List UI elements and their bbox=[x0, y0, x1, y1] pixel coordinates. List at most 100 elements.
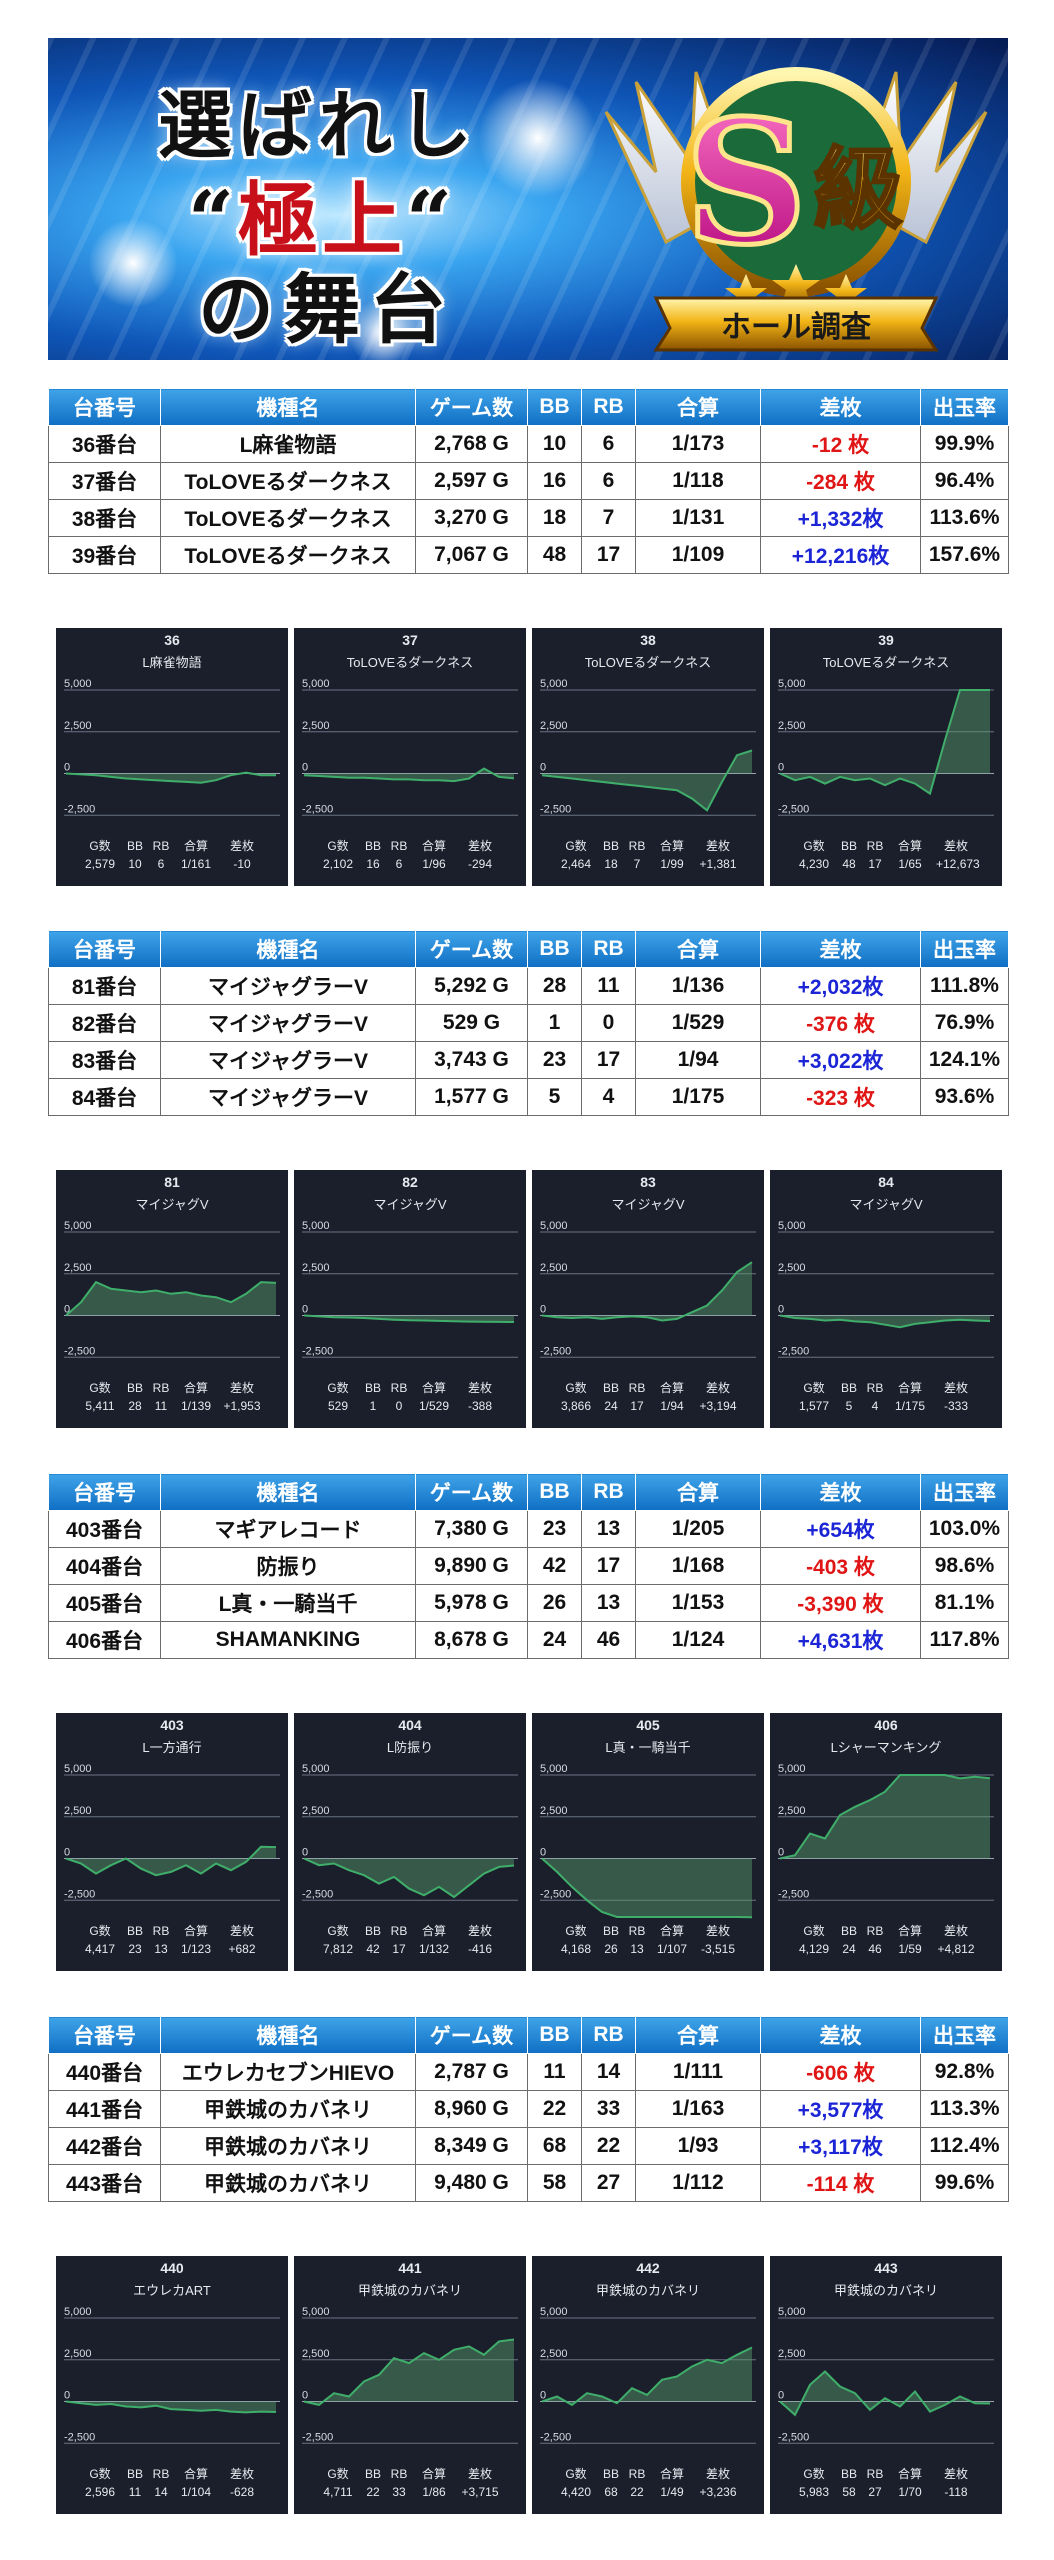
col-header-bb: BB bbox=[527, 1473, 582, 1511]
slump-chart-panel: 39 ToLOVEるダークネス 5,000 2,500 0 -2,500 G数 BB RB 合算 差… bbox=[770, 628, 1002, 886]
chart-machine-number: 84 bbox=[878, 1174, 894, 1190]
col-header-games: ゲーム数 bbox=[415, 1473, 528, 1511]
stat-header: BB bbox=[126, 1924, 143, 1938]
chart-stats: G数 BB RB 合算 差枚 4,711 22 33 1/86 +3,715 bbox=[294, 2465, 526, 2501]
y-tick-label: 0 bbox=[302, 1847, 308, 1859]
slump-chart-panel: 405 L真・一騎当千 5,000 2,500 0 -2,500 G数 BB RB 合算 差枚 4,1… bbox=[532, 1713, 764, 1971]
slump-line bbox=[65, 1280, 277, 1317]
chart-machine-name: L麻雀物語 bbox=[142, 655, 202, 670]
y-tick-label: 0 bbox=[778, 1847, 784, 1859]
y-tick-label: 2,500 bbox=[64, 1262, 92, 1274]
rb-cell: 6 bbox=[581, 462, 636, 500]
gassan-cell: 1/163 bbox=[635, 2090, 761, 2128]
stat-header: 差枚 bbox=[467, 1924, 492, 1938]
slump-area bbox=[542, 750, 752, 811]
sparkle bbox=[88, 218, 178, 308]
stat-header: 差枚 bbox=[467, 1381, 492, 1395]
samai-cell: -606 枚 bbox=[760, 2053, 921, 2091]
rate-cell: 157.6% bbox=[920, 536, 1009, 574]
slump-line bbox=[779, 1314, 991, 1329]
gassan-cell: 1/111 bbox=[635, 2053, 761, 2091]
stat-header: 差枚 bbox=[705, 1381, 730, 1395]
gassan-cell: 1/93 bbox=[635, 2127, 761, 2165]
slump-chart-panel: 36 L麻雀物語 5,000 2,500 0 -2,500 G数 BB RB 合算 差枚 2,579 1… bbox=[56, 628, 288, 886]
stat-header: G数 bbox=[89, 1924, 111, 1938]
stat-value: 2,464 bbox=[560, 857, 592, 871]
gassan-cell: 1/175 bbox=[635, 1078, 761, 1116]
stat-header: RB bbox=[152, 1924, 170, 1938]
stat-value: 1/96 bbox=[422, 857, 446, 871]
rate-cell: 93.6% bbox=[920, 1078, 1009, 1116]
stat-value: 4,168 bbox=[560, 1942, 592, 1956]
slump-chart-panel: 81 マイジャグV 5,000 2,500 0 -2,500 G数 BB RB 合算 差枚 5,411… bbox=[56, 1170, 288, 1428]
slump-chart-panel: 406 Lシャーマンキング 5,000 2,500 0 -2,500 G数 BB RB 合算 差枚 4… bbox=[770, 1713, 1002, 1971]
machine-name-cell: マイジャグラーV bbox=[160, 1004, 416, 1042]
stat-value: 27 bbox=[868, 2485, 882, 2499]
table-row: 83番台 マイジャグラーV 3,743 G 23 17 1/94 +3,022枚 124.1% bbox=[48, 1041, 1009, 1079]
y-tick-label: 2,500 bbox=[302, 1262, 330, 1274]
stat-value: 5 bbox=[845, 1399, 853, 1413]
chart-machine-number: 441 bbox=[398, 2260, 422, 2276]
machine-no-cell: 38番台 bbox=[48, 499, 161, 537]
chart-machine-number: 83 bbox=[640, 1174, 656, 1190]
chart-machine-name: マイジャグV bbox=[849, 1197, 923, 1212]
gassan-cell: 1/173 bbox=[635, 425, 761, 463]
col-header-machine-no: 台番号 bbox=[48, 388, 161, 426]
machine-no-cell: 442番台 bbox=[48, 2127, 161, 2165]
stat-header: RB bbox=[866, 1924, 884, 1938]
slump-graph: 5,000 2,500 0 -2,500 bbox=[540, 1763, 756, 1919]
samai-cell: +12,216枚 bbox=[760, 536, 921, 574]
stat-header: BB bbox=[602, 2467, 619, 2481]
chart-machine-name: Lシャーマンキング bbox=[830, 1740, 942, 1755]
y-tick-label: 5,000 bbox=[64, 1220, 92, 1232]
banner-title-highlight: 極上 bbox=[238, 173, 407, 267]
col-header-rb: RB bbox=[581, 2016, 636, 2054]
stat-header: 合算 bbox=[659, 1924, 684, 1938]
stat-header: BB bbox=[602, 1924, 619, 1938]
stat-header: 合算 bbox=[897, 1381, 922, 1395]
machine-name-cell: マイジャグラーV bbox=[160, 967, 416, 1005]
stat-value: -3,515 bbox=[700, 1942, 736, 1956]
chart-stats: G数 BB RB 合算 差枚 4,417 23 13 1/123 +682 bbox=[56, 1922, 288, 1958]
machine-name-cell: 防振り bbox=[160, 1547, 416, 1585]
rate-cell: 99.6% bbox=[920, 2164, 1009, 2202]
stat-header: RB bbox=[628, 839, 646, 853]
machine-no-cell: 83番台 bbox=[48, 1041, 161, 1079]
stat-header: 差枚 bbox=[229, 2467, 254, 2481]
y-tick-label: -2,500 bbox=[64, 1888, 95, 1900]
bb-cell: 26 bbox=[527, 1584, 582, 1622]
stat-value: 46 bbox=[868, 1942, 882, 1956]
y-tick-label: 2,500 bbox=[302, 2348, 330, 2360]
stat-header: RB bbox=[390, 1924, 408, 1938]
col-header-gassan: 合算 bbox=[635, 1473, 761, 1511]
stat-value: 4,711 bbox=[323, 2485, 353, 2499]
y-tick-label: -2,500 bbox=[302, 803, 333, 815]
machine-no-cell: 441番台 bbox=[48, 2090, 161, 2128]
machine-no-cell: 443番台 bbox=[48, 2164, 161, 2202]
y-tick-label: -2,500 bbox=[540, 803, 571, 815]
stat-header: 差枚 bbox=[229, 1924, 254, 1938]
y-tick-label: 5,000 bbox=[778, 1763, 806, 1775]
slump-line bbox=[303, 2338, 515, 2406]
stat-value: 1/59 bbox=[898, 1942, 922, 1956]
stat-value: 4 bbox=[871, 1399, 879, 1413]
slump-chart-panel: 441 甲鉄城のカバネリ 5,000 2,500 0 -2,500 G数 BB RB 合算 差枚 4,… bbox=[294, 2256, 526, 2514]
y-tick-label: 5,000 bbox=[540, 1763, 568, 1775]
samai-cell: +1,332枚 bbox=[760, 499, 921, 537]
stat-header: 合算 bbox=[183, 1381, 208, 1395]
stat-value: 24 bbox=[604, 1399, 618, 1413]
samai-cell: -403 枚 bbox=[760, 1547, 921, 1585]
gassan-cell: 1/112 bbox=[635, 2164, 761, 2202]
y-tick-label: 5,000 bbox=[540, 2306, 568, 2318]
col-header-rb: RB bbox=[581, 930, 636, 968]
games-cell: 9,890 G bbox=[415, 1547, 528, 1585]
y-tick-label: 5,000 bbox=[64, 678, 92, 690]
table-row: 37番台 ToLOVEるダークネス 2,597 G 16 6 1/118 -284 枚 96.… bbox=[48, 462, 1009, 500]
bb-cell: 22 bbox=[527, 2090, 582, 2128]
chart-machine-name: 甲鉄城のカバネリ bbox=[833, 2283, 938, 2298]
stat-value: 4,420 bbox=[560, 2485, 592, 2499]
col-header-bb: BB bbox=[527, 930, 582, 968]
slump-chart-panel: 37 ToLOVEるダークネス 5,000 2,500 0 -2,500 G数 BB RB 合算 差… bbox=[294, 628, 526, 886]
rate-cell: 81.1% bbox=[920, 1584, 1009, 1622]
stat-header: 差枚 bbox=[229, 1381, 254, 1395]
